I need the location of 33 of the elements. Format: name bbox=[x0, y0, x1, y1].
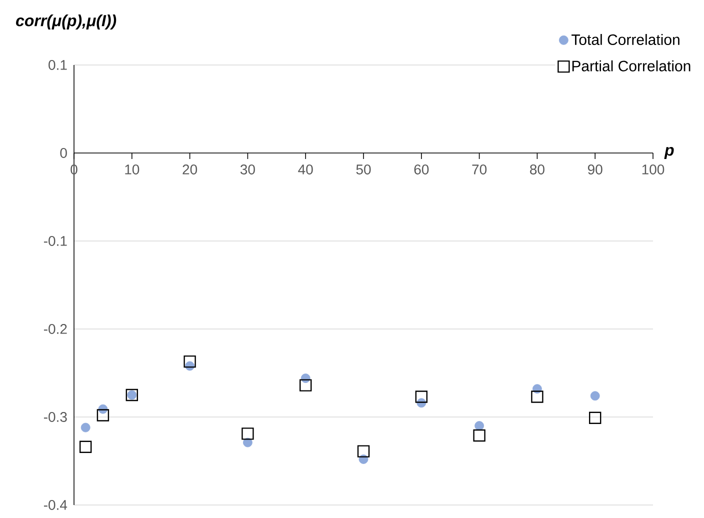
x-tick-label: 70 bbox=[472, 164, 487, 174]
point bbox=[300, 379, 312, 392]
y-tick-label: -0.2 bbox=[44, 324, 67, 334]
point bbox=[474, 421, 484, 430]
point bbox=[96, 409, 110, 422]
x-tick-label: 50 bbox=[356, 164, 371, 174]
point bbox=[590, 391, 600, 401]
x-tick-label: 100 bbox=[642, 164, 664, 174]
x-tick-label: 40 bbox=[298, 164, 313, 174]
x-tick-label: 60 bbox=[414, 164, 429, 174]
y-tick-label: -0.1 bbox=[44, 236, 67, 246]
y-axis-title: corr(μ(p),μ(I)) bbox=[16, 14, 116, 30]
point bbox=[184, 355, 196, 368]
x-tick-label: 80 bbox=[530, 164, 544, 174]
point bbox=[79, 440, 92, 454]
y-tick-label: -0.3 bbox=[44, 412, 67, 422]
point bbox=[357, 445, 370, 458]
legend-label: Total Correlation bbox=[572, 34, 680, 46]
point bbox=[415, 390, 428, 403]
x-tick-label: 90 bbox=[588, 164, 602, 174]
legend-label: Partial Correlation bbox=[572, 60, 690, 72]
point bbox=[589, 412, 602, 424]
y-tick-label: 0 bbox=[60, 148, 67, 158]
y-tick-label: -0.4 bbox=[44, 500, 68, 510]
point bbox=[80, 422, 90, 432]
point bbox=[242, 428, 254, 440]
x-axis-title: p bbox=[664, 147, 674, 159]
y-tick-label: 0.1 bbox=[48, 60, 67, 70]
point bbox=[531, 390, 544, 403]
x-tick-label: 10 bbox=[125, 164, 140, 174]
x-tick-label: 20 bbox=[182, 164, 198, 174]
x-tick-label: 30 bbox=[240, 164, 255, 174]
point bbox=[473, 429, 486, 442]
